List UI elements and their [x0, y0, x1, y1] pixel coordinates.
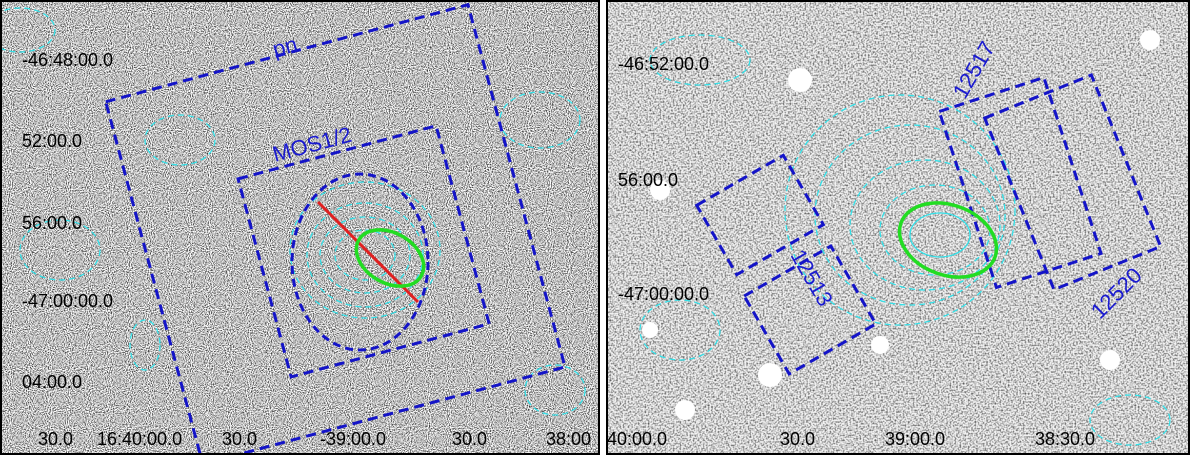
y-label: 52:00.0: [22, 131, 82, 151]
x-label: 30.0: [452, 429, 487, 449]
x-label: -39:00.0: [320, 429, 386, 449]
x-label: 30.0: [780, 429, 815, 449]
y-label: -47:00:00.0: [22, 291, 113, 311]
y-label: -46:48:00.0: [22, 50, 113, 70]
x-label: 16:40:00.0: [97, 429, 182, 449]
y-label: -47:00:00.0: [618, 284, 709, 304]
x-label: 38:00: [546, 429, 591, 449]
figure: pn MOS1/2 -46:48:00.0 52:00.0 56:00.0 -4…: [0, 0, 1190, 455]
left-panel: pn MOS1/2 -46:48:00.0 52:00.0 56:00.0 -4…: [0, 0, 600, 455]
x-label: 38:30.0: [1035, 429, 1095, 449]
y-label: 04:00.0: [22, 372, 82, 392]
x-label: 40:00.0: [607, 429, 667, 449]
x-label: 30.0: [222, 429, 257, 449]
y-label: -46:52:00.0: [618, 54, 709, 74]
y-label: 56:00.0: [22, 213, 82, 233]
right-panel: 12517 12513 12520 -46:52:00.0 56:00.0 -4…: [606, 0, 1190, 455]
y-label: 56:00.0: [618, 170, 678, 190]
x-label: 30.0: [38, 429, 73, 449]
x-label: 39:00.0: [885, 429, 945, 449]
